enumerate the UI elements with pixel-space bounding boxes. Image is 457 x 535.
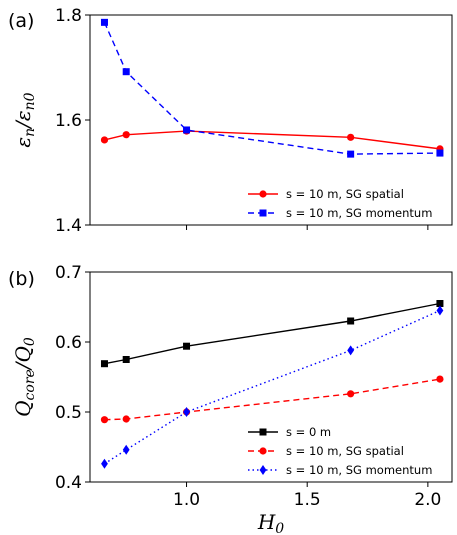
data-point xyxy=(122,68,130,76)
legend-label: s = 10 m, SG spatial xyxy=(286,444,404,458)
data-point xyxy=(347,317,355,325)
data-point xyxy=(122,131,130,139)
plot-frame xyxy=(89,271,453,483)
x-tick-label: 1.5 xyxy=(294,490,321,510)
y-tick-label: 1.4 xyxy=(55,216,82,236)
data-point xyxy=(100,360,108,368)
y-tick-label: 0.7 xyxy=(55,263,82,283)
data-point xyxy=(101,458,108,469)
data-point xyxy=(122,444,130,455)
y-axis-label: Qcore/Q0 xyxy=(11,337,38,417)
y-tick-label: 0.4 xyxy=(55,473,82,493)
legend-marker xyxy=(259,447,267,455)
y-axis-label: εn/εn0 xyxy=(11,92,38,147)
data-point xyxy=(183,342,191,350)
panel-label: (b) xyxy=(8,268,35,290)
legend-label: s = 10 m, SG spatial xyxy=(286,187,404,201)
data-point xyxy=(436,300,444,307)
x-axis-label: H0 xyxy=(257,510,284,535)
legend-label: s = 10 m, SG momentum xyxy=(286,463,432,477)
data-point xyxy=(347,133,355,141)
panel-label: (a) xyxy=(8,10,34,32)
data-point xyxy=(183,126,191,134)
data-point xyxy=(347,150,355,158)
legend-label: s = 10 m, SG momentum xyxy=(286,206,432,220)
series-2 xyxy=(100,18,444,158)
legend-marker xyxy=(259,190,267,198)
series-line xyxy=(104,130,441,150)
y-tick-label: 0.5 xyxy=(55,403,82,423)
y-tick-label: 1.6 xyxy=(55,111,82,131)
legend: s = 0 m s = 10 m, SG spatial s = 10 m, SG … xyxy=(248,425,432,477)
data-point xyxy=(436,149,444,157)
series-1 xyxy=(100,300,444,368)
y-tick-label: 1.8 xyxy=(55,6,82,26)
data-point xyxy=(100,136,109,144)
y-tick-label: 0.6 xyxy=(55,333,82,353)
series-line xyxy=(104,378,441,421)
x-tick-label: 2.0 xyxy=(414,490,441,510)
data-point xyxy=(122,415,130,423)
legend-marker xyxy=(259,465,267,475)
data-point xyxy=(436,305,444,316)
panel-b: (b) 1.0 1.5 2.0 0.4 0.5 0.6 0.7 Qcore/Q0 H0 s = 0 … xyxy=(8,263,453,535)
data-point xyxy=(347,390,355,398)
series-2 xyxy=(100,375,444,424)
x-tick-label: 1.0 xyxy=(173,490,200,510)
series-3 xyxy=(101,305,444,469)
legend-marker xyxy=(259,209,267,217)
data-point xyxy=(436,375,444,383)
data-point xyxy=(122,356,130,363)
series-line xyxy=(103,22,440,155)
data-point xyxy=(100,18,108,26)
series-1 xyxy=(100,127,444,153)
legend: s = 10 m, SG spatial s = 10 m, SG momentu… xyxy=(248,187,432,220)
data-point xyxy=(183,407,190,417)
series-line xyxy=(104,302,441,365)
legend-label: s = 0 m xyxy=(286,425,331,439)
data-point xyxy=(100,416,109,424)
legend-marker xyxy=(259,428,267,436)
data-point xyxy=(347,345,355,356)
